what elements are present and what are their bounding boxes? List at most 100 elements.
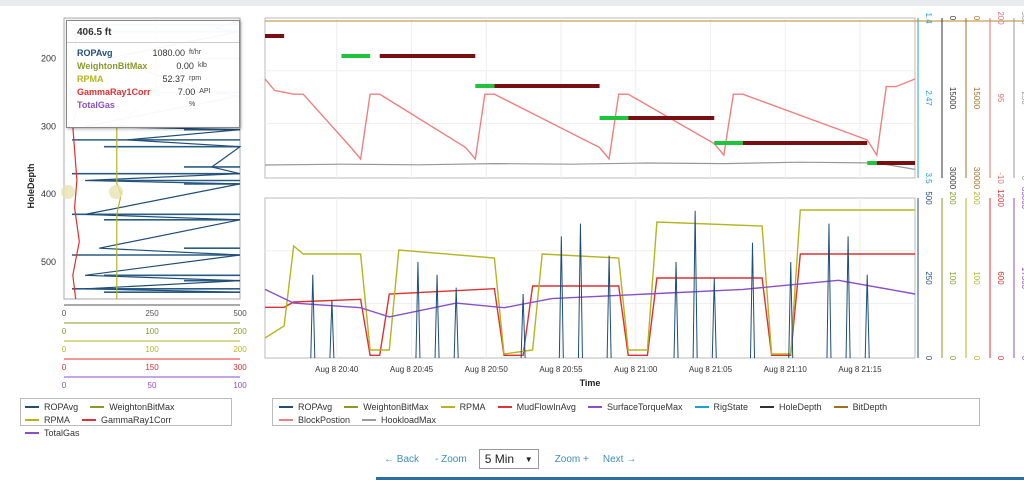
tooltip-series-name: GammaRay1Corr: [77, 86, 151, 97]
top-plot-area: [264, 17, 916, 179]
tooltip-row: GammaRay1Corr 7.00 API: [67, 85, 239, 98]
legend-label: RPMA: [44, 415, 71, 425]
rop-spike: [577, 223, 583, 359]
hover-marker: [61, 185, 75, 199]
legend-label: GammaRay1Corr: [101, 415, 172, 425]
legend-item[interactable]: ROPAvg: [279, 401, 332, 413]
legend-item[interactable]: WeightonBitMax: [90, 401, 175, 413]
depth-tooltip: 406.5 ft ROPAvg 1080.00 ft/hr WeightonBitMa…: [66, 20, 240, 128]
legend-swatch: [25, 419, 39, 421]
legend-item[interactable]: SurfaceTorqueMax: [587, 401, 683, 413]
right-tick-label: 0: [948, 16, 957, 21]
x-tick-label: 300: [233, 363, 247, 372]
legend-swatch: [587, 406, 602, 408]
rop-spike: [750, 242, 755, 359]
legend-swatch: [82, 419, 97, 421]
time-chart[interactable]: 1.42.473.5015000300000150003000020095-10…: [262, 8, 1024, 390]
rop-spike: [673, 261, 679, 359]
legend-label: WeightonBitMax: [363, 402, 429, 412]
tooltip-value: 7.00: [177, 86, 196, 97]
bottom-plot-area: [264, 197, 916, 359]
rop-spike: [692, 210, 698, 359]
tooltip-unit: API: [199, 88, 211, 95]
series-line-hoookloadmax: [264, 161, 916, 170]
x-tick-label: 250: [145, 309, 159, 318]
legend-swatch: [90, 406, 105, 408]
legend-label: MudFlowInAvg: [516, 402, 576, 412]
legend-item[interactable]: HoleDepth: [760, 401, 822, 413]
y-tick-label: 300: [41, 121, 56, 131]
tooltip-row: RPMA 52.37 rpm: [67, 72, 239, 85]
tooltip-unit: klb: [197, 62, 207, 69]
right-tick-label: 15000: [972, 87, 981, 110]
legend-swatch: [497, 406, 512, 408]
right-tick-label: 200: [996, 11, 1005, 25]
legend-label: SurfaceTorqueMax: [606, 402, 683, 412]
x-tick-label: 100: [145, 345, 159, 354]
tooltip-unit: rpm: [189, 75, 202, 82]
time-tick-label: Aug 8 21:10: [764, 365, 808, 374]
tooltip-value: 0.00: [176, 60, 194, 71]
interval-select[interactable]: 5 Min ▼: [478, 449, 539, 469]
right-tick-label: 0: [972, 356, 981, 361]
right-tick-label: 0: [1020, 176, 1024, 181]
x-tick-label: 200: [233, 327, 247, 336]
rop-spike: [520, 293, 526, 359]
legend-item[interactable]: TotalGas: [25, 427, 80, 439]
legend-item[interactable]: RigState: [694, 401, 749, 413]
legend-label: RigState: [713, 402, 749, 412]
tooltip-value: 1080.00: [152, 47, 185, 58]
tooltip-row: WeightonBitMax 0.00 klb: [67, 59, 239, 72]
x-tick-label: 100: [145, 327, 159, 336]
legend-item[interactable]: RPMA: [440, 401, 486, 413]
legend-label: ROPAvg: [44, 402, 79, 412]
right-tick-label: 17500: [1020, 267, 1024, 290]
hover-marker: [109, 185, 123, 199]
y-tick-label: 500: [41, 257, 56, 267]
legend-item[interactable]: ROPAvg: [25, 401, 78, 413]
rop-spike: [606, 255, 612, 359]
right-tick-label: 0: [972, 16, 981, 21]
legend-item[interactable]: WeightonBitMax: [344, 401, 429, 413]
time-tick-label: Aug 8 20:45: [390, 365, 434, 374]
right-tick-label: 0: [1020, 356, 1024, 361]
time-tick-label: Aug 8 20:40: [315, 365, 359, 374]
rop-spike: [558, 236, 564, 359]
chevron-down-icon: ▼: [524, 454, 533, 464]
legend-label: BlockPostion: [298, 415, 351, 425]
left-legend: ROPAvg WeightonBitMax RPMA GammaRay1Corr Tot…: [20, 398, 232, 438]
rop-spike: [711, 277, 717, 359]
legend-swatch: [833, 406, 848, 408]
legend-label: BitDepth: [852, 402, 888, 412]
legend-item[interactable]: GammaRay1Corr: [82, 414, 172, 426]
rop-spike: [788, 261, 794, 359]
legend-item[interactable]: MudFlowInAvg: [497, 401, 576, 413]
tooltip-row: TotalGas%: [67, 98, 239, 111]
legend-swatch: [25, 432, 39, 434]
rop-spike: [434, 274, 440, 359]
tooltip-value: 52.37: [162, 73, 185, 84]
right-tick-label: 200: [948, 191, 957, 205]
right-tick-label: 2.47: [924, 90, 933, 106]
legend-item[interactable]: BitDepth: [833, 401, 888, 413]
right-tick-label: 0: [948, 356, 957, 361]
zoom-in-link[interactable]: Zoom +: [554, 453, 589, 465]
rop-spike: [415, 261, 421, 359]
right-tick-label: 15000: [948, 87, 957, 110]
x-tick-label: 0: [62, 381, 67, 390]
legend-item[interactable]: HookloadMax: [362, 414, 436, 426]
series-line-blockpostion: [264, 78, 916, 161]
right-tick-label: 100: [972, 271, 981, 285]
series-line-surfacetorquemax: [264, 279, 916, 318]
x-tick-label: 0: [62, 327, 67, 336]
legend-label: HookloadMax: [381, 415, 437, 425]
x-tick-label: 100: [233, 381, 247, 390]
legend-swatch: [760, 406, 775, 408]
back-link[interactable]: ← Back: [384, 453, 420, 465]
tooltip-unit: %: [189, 101, 196, 108]
legend-item[interactable]: RPMA: [25, 414, 70, 426]
legend-item[interactable]: BlockPostion: [279, 414, 350, 426]
x-tick-label: 50: [148, 381, 157, 390]
zoom-out-link[interactable]: - Zoom: [435, 453, 467, 465]
next-link[interactable]: Next →: [602, 453, 637, 465]
